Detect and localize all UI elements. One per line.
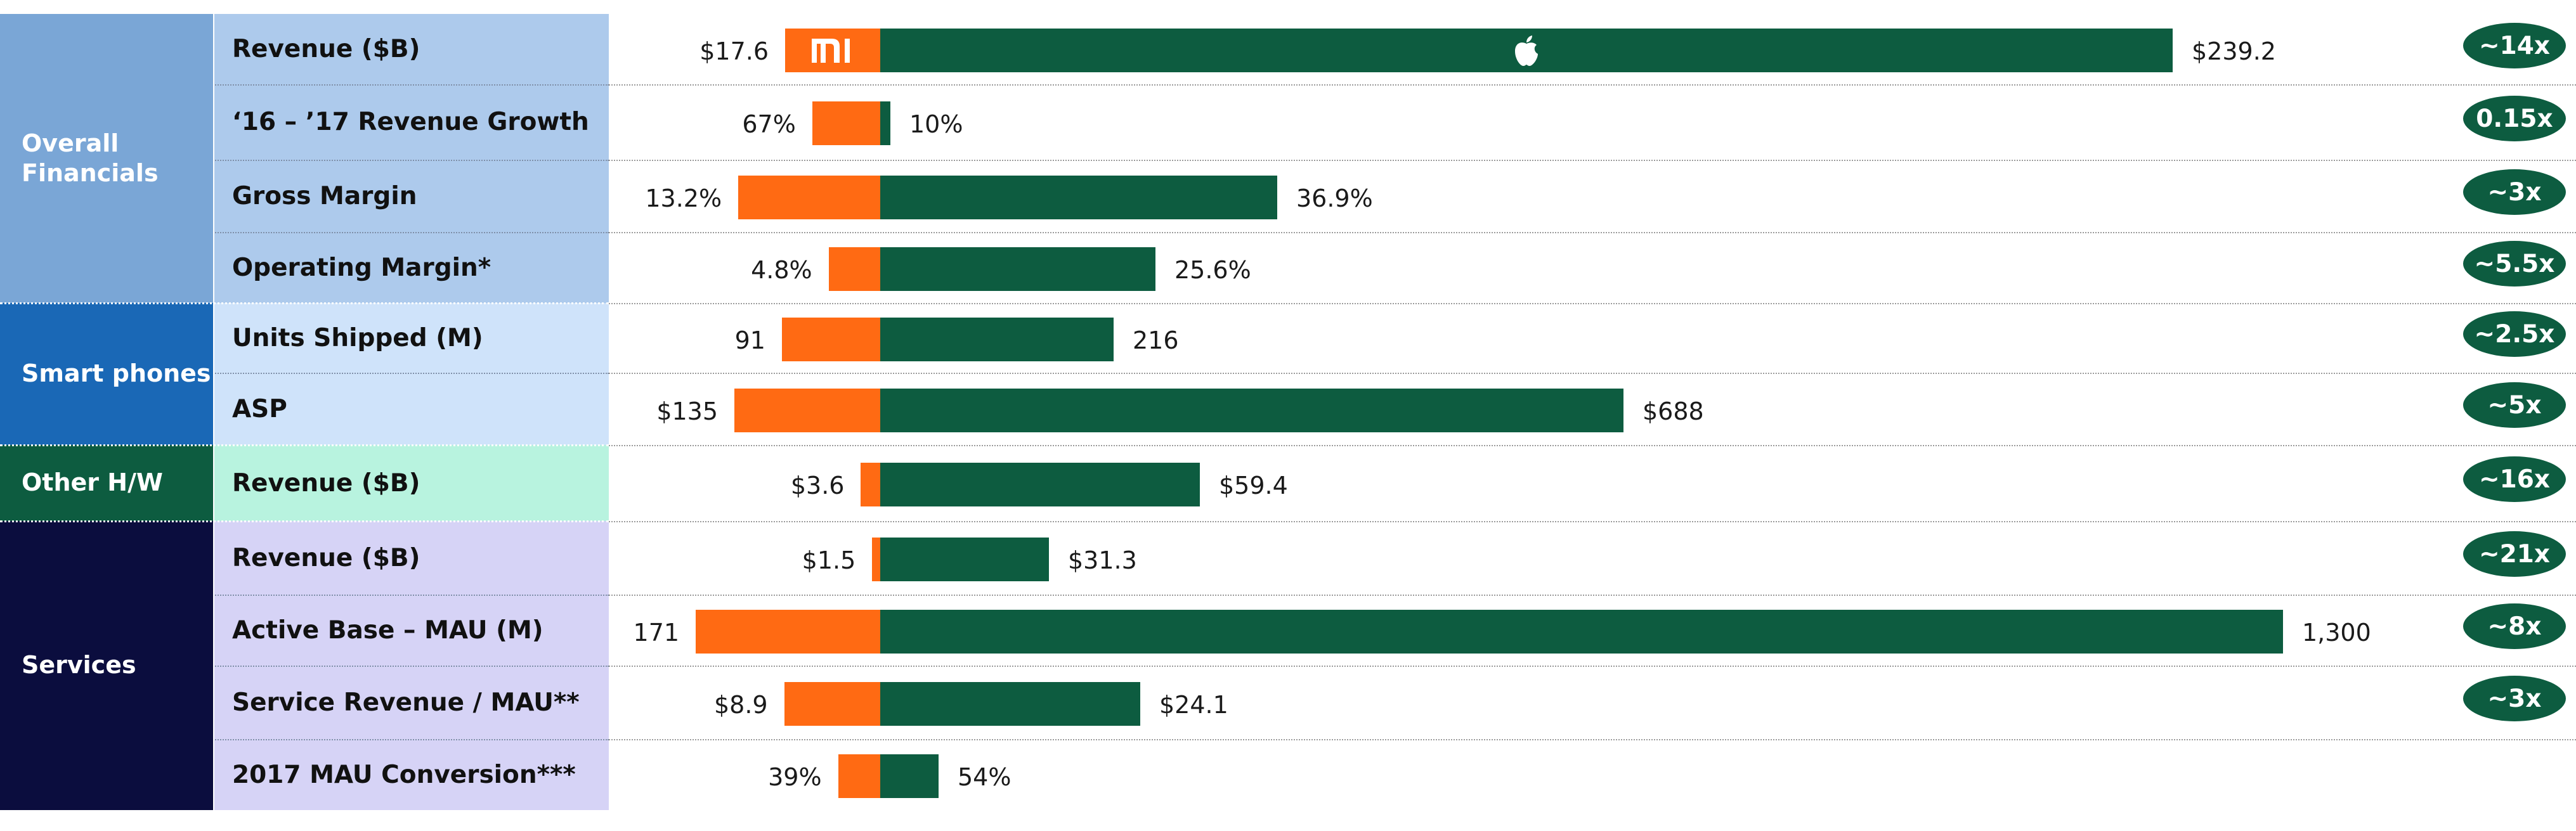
- apple-logo-icon: [1515, 35, 1538, 66]
- value-label-xiaomi: 171: [633, 619, 680, 647]
- group-divider: [0, 444, 609, 446]
- metric-label: Revenue ($B): [213, 521, 609, 595]
- row-divider: [609, 739, 2576, 740]
- column-divider: [213, 14, 214, 810]
- row-divider: [609, 445, 2576, 446]
- metric-label: Gross Margin: [213, 160, 609, 232]
- metric-label: 2017 MAU Conversion***: [213, 739, 609, 810]
- bar-apple: [880, 176, 1277, 219]
- value-label-xiaomi: 4.8%: [751, 256, 812, 284]
- value-label-apple: $239.2: [2192, 37, 2276, 65]
- multiple-badge: ~3x: [2463, 676, 2566, 721]
- row-divider: [609, 595, 2576, 596]
- bar-xiaomi: [734, 389, 880, 432]
- value-label-xiaomi: $3.6: [790, 472, 845, 499]
- metric-label: ‘16 – ’17 Revenue Growth: [213, 84, 609, 160]
- bar-xiaomi: [838, 754, 880, 798]
- metric-label: Revenue ($B): [213, 14, 609, 84]
- row-divider: [609, 84, 2576, 86]
- value-label-apple: 25.6%: [1174, 256, 1251, 284]
- multiple-badge: ~5x: [2463, 382, 2566, 428]
- bar-apple: [880, 538, 1049, 581]
- group-divider: [0, 520, 609, 522]
- group-label: Other H/W: [0, 445, 213, 521]
- row-divider: [609, 232, 2576, 233]
- value-label-apple: $24.1: [1159, 691, 1228, 719]
- value-label-xiaomi: $135: [656, 397, 719, 425]
- bar-apple: [880, 754, 939, 798]
- bar-apple: [880, 463, 1200, 506]
- value-label-apple: 216: [1133, 326, 1179, 354]
- multiple-badge: ~3x: [2463, 169, 2566, 215]
- bar-xiaomi: [812, 101, 880, 145]
- group-label: Overall Financials: [0, 14, 213, 303]
- multiple-badge: ~14x: [2463, 23, 2566, 68]
- row-divider: [609, 373, 2576, 374]
- bar-xiaomi: [872, 538, 880, 581]
- metric-divider: [213, 595, 609, 596]
- value-label-apple: $688: [1643, 397, 1704, 425]
- metric-label: Revenue ($B): [213, 445, 609, 521]
- bar-apple: [880, 610, 2283, 654]
- row-divider: [609, 303, 2576, 304]
- bar-xiaomi: [738, 176, 880, 219]
- group-label: Services: [0, 521, 213, 810]
- bar-apple: [880, 247, 1155, 291]
- value-label-xiaomi: $17.6: [699, 37, 769, 65]
- bar-xiaomi: [861, 463, 880, 506]
- metric-divider: [213, 232, 609, 233]
- value-label-apple: 36.9%: [1296, 184, 1373, 212]
- group-divider: [0, 302, 609, 304]
- metric-divider: [213, 666, 609, 667]
- metric-label: Service Revenue / MAU**: [213, 666, 609, 739]
- bar-apple: [880, 682, 1140, 726]
- metric-divider: [213, 160, 609, 161]
- multiple-badge: ~2.5x: [2463, 311, 2566, 357]
- value-label-xiaomi: 13.2%: [645, 184, 722, 212]
- value-label-apple: 10%: [909, 110, 963, 138]
- row-divider: [609, 521, 2576, 522]
- value-label-apple: 1,300: [2302, 619, 2371, 647]
- metric-divider: [213, 739, 609, 740]
- metric-label: Units Shipped (M): [213, 303, 609, 373]
- value-label-xiaomi: $1.5: [802, 546, 856, 574]
- group-label: Smart phones: [0, 303, 213, 445]
- bar-apple: [880, 318, 1114, 361]
- multiple-badge: ~8x: [2463, 603, 2566, 649]
- bar-xiaomi: [784, 682, 880, 726]
- multiple-badge: ~21x: [2463, 531, 2566, 577]
- value-label-apple: $59.4: [1219, 472, 1288, 499]
- value-label-xiaomi: 91: [734, 326, 765, 354]
- value-label-xiaomi: 67%: [742, 110, 796, 138]
- metric-label: Operating Margin*: [213, 232, 609, 303]
- bar-xiaomi: [828, 247, 880, 291]
- multiple-badge: ~5.5x: [2463, 241, 2566, 287]
- multiple-badge: 0.15x: [2463, 96, 2566, 141]
- metric-label: ASP: [213, 373, 609, 445]
- value-label-xiaomi: $8.9: [713, 691, 768, 719]
- value-label-xiaomi: 39%: [768, 763, 822, 791]
- xiaomi-logo-icon: [812, 39, 850, 63]
- metric-label: Active Base – MAU (M): [213, 595, 609, 666]
- row-divider: [609, 160, 2576, 161]
- value-label-apple: $31.3: [1068, 546, 1137, 574]
- value-label-apple: 54%: [958, 763, 1012, 791]
- bar-xiaomi: [785, 29, 880, 72]
- bar-xiaomi: [781, 318, 880, 361]
- metric-divider: [213, 84, 609, 86]
- metric-divider: [213, 373, 609, 374]
- bar-xiaomi: [696, 610, 880, 654]
- row-divider: [609, 666, 2576, 667]
- bar-apple: [880, 389, 1623, 432]
- bar-apple: [880, 101, 890, 145]
- multiple-badge: ~16x: [2463, 456, 2566, 502]
